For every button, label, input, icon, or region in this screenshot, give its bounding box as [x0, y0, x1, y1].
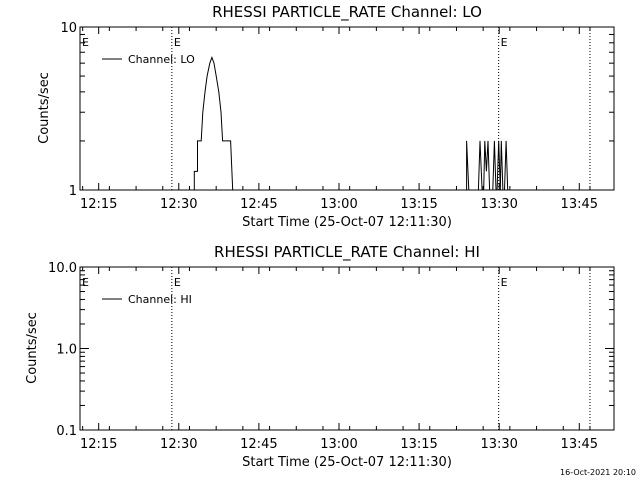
x-tick-label: 13:00: [320, 437, 357, 452]
y-tick-label: 1.0: [56, 343, 77, 358]
x-tick-label: 13:30: [480, 197, 517, 212]
series-line-lo: [504, 140, 509, 191]
series-line-lo: [492, 140, 497, 191]
series-line-lo: [477, 140, 483, 191]
chart-title-hi: RHESSI PARTICLE_RATE Channel: HI: [214, 243, 480, 262]
series-line-lo: [496, 140, 504, 191]
series-line-lo: [483, 140, 491, 191]
x-tick-label: 13:15: [400, 197, 437, 212]
x-tick-label: 12:15: [80, 437, 117, 452]
x-tick-label: 13:45: [561, 197, 598, 212]
x-axis-label-hi: Start Time (25-Oct-07 12:11:30): [242, 455, 452, 470]
plot-frame-lo: [79, 26, 615, 191]
event-marker-label: E: [82, 36, 89, 49]
event-marker-label: E: [174, 36, 181, 49]
x-axis-label-lo: Start Time (25-Oct-07 12:11:30): [242, 215, 452, 230]
ticks-lo: 12:15 12:30 12:45 13:00 13:15 13:30 13:45 1 10: [60, 21, 614, 212]
event-marker-label: E: [501, 36, 508, 49]
x-tick-label: 12:30: [160, 437, 197, 452]
y-axis-label-hi: Counts/sec: [25, 312, 40, 384]
chart-title-lo: RHESSI PARTICLE_RATE Channel: LO: [212, 3, 482, 22]
plot-frame-hi: [79, 266, 615, 431]
x-tick-label: 12:45: [240, 197, 277, 212]
markers-lo: E EE: [82, 27, 591, 190]
series-line-lo: [190, 56, 234, 191]
event-marker-label: E: [501, 276, 508, 289]
series-line-lo: [466, 140, 470, 191]
markers-hi: E EE: [82, 267, 591, 430]
ticks-hi: 12:15 12:30 12:45 13:00 13:15 13:30 13:45 0.1 1.…: [48, 261, 614, 452]
series-lo: [190, 56, 509, 191]
x-tick-label: 13:00: [320, 197, 357, 212]
print-timestamp: 16-Oct-2021 20:10: [560, 468, 636, 477]
y-tick-label: 10.0: [48, 261, 77, 276]
x-tick-label: 12:45: [240, 437, 277, 452]
x-tick-label: 13:45: [561, 437, 598, 452]
y-tick-label: 10: [60, 21, 77, 36]
x-tick-label: 13:15: [400, 437, 437, 452]
legend-label-lo: Channel: LO: [128, 53, 195, 66]
event-marker-label: E: [174, 276, 181, 289]
y-tick-label: 1: [69, 184, 77, 199]
legend-label-hi: Channel: HI: [128, 293, 192, 306]
y-axis-label-lo: Counts/sec: [37, 72, 52, 144]
panel-lo: RHESSI PARTICLE_RATE Channel: LO Start T…: [37, 3, 615, 230]
event-marker-label: E: [82, 276, 89, 289]
y-tick-label: 0.1: [56, 424, 77, 439]
x-tick-label: 12:15: [80, 197, 117, 212]
x-tick-label: 12:30: [160, 197, 197, 212]
x-tick-label: 13:30: [480, 437, 517, 452]
panel-hi: RHESSI PARTICLE_RATE Channel: HI Start T…: [25, 243, 615, 470]
